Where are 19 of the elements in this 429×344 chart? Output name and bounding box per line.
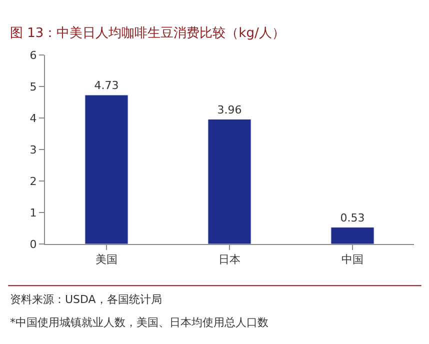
x-tick-label: 中国: [342, 253, 364, 266]
y-tick-label: 3: [30, 143, 37, 156]
text: 资料来源：USDA，各国统计局: [10, 293, 162, 306]
bar: [208, 119, 252, 244]
y-tick-label: 4: [30, 112, 37, 125]
y-tick-label: 5: [30, 80, 37, 94]
y-tick-label: 6: [30, 48, 37, 62]
y-tick-label: 1: [30, 206, 37, 220]
bar: [330, 227, 374, 244]
data-label: 0.53: [340, 211, 365, 224]
y-tick-label: 0: [30, 238, 37, 251]
y-tick-label: 2: [30, 174, 37, 188]
data-label: 4.73: [94, 79, 119, 92]
text: *中国使用城镇就业人数，美国、日本均使用总人口数: [10, 316, 268, 329]
x-tick-label: 日本: [218, 253, 240, 266]
chart-title: 图 13：中美日人均咖啡生豆消费比较（kg/人）: [10, 25, 285, 41]
x-tick-label: 美国: [96, 253, 118, 266]
bar: [84, 94, 128, 244]
data-label: 3.96: [217, 103, 242, 116]
